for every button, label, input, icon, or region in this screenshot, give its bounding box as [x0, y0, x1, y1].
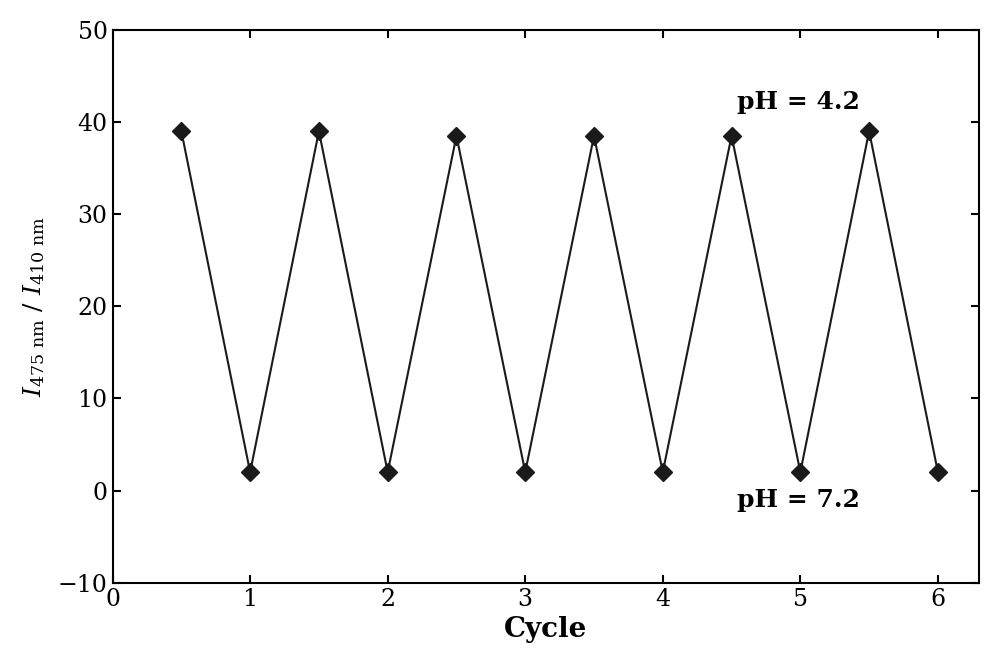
- Y-axis label: $\mathit{I}$$_\mathregular{475\ nm}$ / $\mathit{I}$$_\mathregular{410\ nm}$: $\mathit{I}$$_\mathregular{475\ nm}$ / $…: [21, 216, 47, 396]
- Text: pH = 4.2: pH = 4.2: [737, 90, 859, 114]
- X-axis label: Cycle: Cycle: [504, 616, 588, 643]
- Text: pH = 7.2: pH = 7.2: [737, 488, 859, 512]
